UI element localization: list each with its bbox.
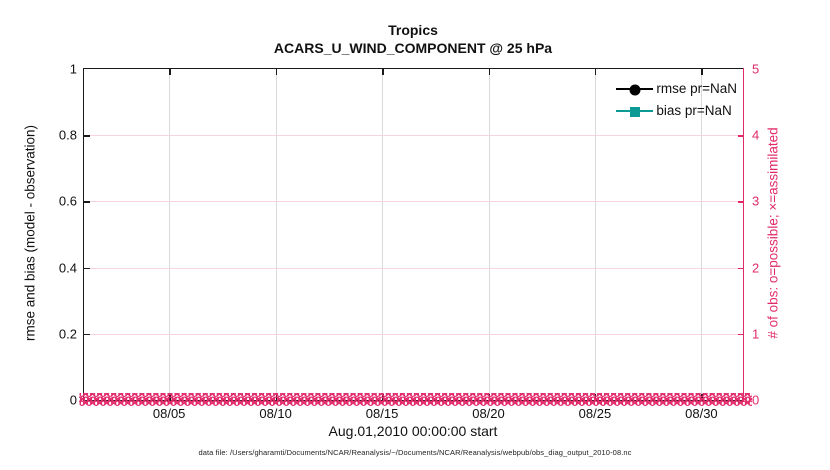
left-tick-label: 0.8: [58, 127, 77, 143]
right-tick-label: 4: [752, 127, 760, 143]
y-gridline: [84, 201, 744, 203]
legend-item: rmse pr=NaN: [616, 80, 737, 97]
y-tick-right: [738, 333, 744, 336]
right-tick-label: 5: [752, 61, 760, 77]
x-gridline: [488, 69, 490, 400]
x-axis-label: Aug.01,2010 00:00:00 start: [328, 423, 498, 439]
x-tick-label: 08/10: [259, 406, 292, 421]
right-tick-label: 0: [752, 392, 760, 408]
left-tick-label: 0.4: [58, 260, 77, 276]
y-tick-left: [84, 201, 90, 203]
right-axis-spine: [742, 67, 744, 402]
square-marker-icon: [629, 106, 640, 117]
left-tick-label: 0.6: [58, 193, 77, 209]
y-tick-right: [738, 267, 744, 270]
x-tick-label: 08/30: [685, 406, 718, 421]
x-gridline: [169, 69, 171, 400]
x-tick-top: [275, 69, 278, 75]
y-gridline: [84, 267, 744, 269]
x-gridline: [382, 69, 384, 400]
marker-band-row: o×o×o×o×o×o×o×o×o×o×o×o×o×o×o×o×o×o×o×o×…: [79, 393, 752, 405]
legend-line: [616, 106, 654, 117]
x-tick-bottom: [701, 394, 703, 400]
x-tick-label: 08/20: [472, 406, 505, 421]
x-tick-top: [594, 69, 597, 75]
x-tick-bottom: [594, 394, 597, 400]
circle-marker-icon: [629, 84, 641, 95]
right-tick-label: 1: [752, 326, 760, 342]
left-tick-label: 1: [69, 61, 77, 77]
left-axis-label: rmse and bias (model - observation): [22, 124, 38, 342]
y-tick-left: [84, 135, 90, 137]
data-file-caption: data file: /Users/gharamti/Documents/NCA…: [198, 448, 632, 457]
obs-count-marker-band: o×o×o×o×o×o×o×o×o×o×o×o×o×o×o×o×o×o×o×o×…: [79, 393, 752, 407]
chart-title: Tropics: [388, 22, 438, 38]
y-gridline: [84, 135, 744, 137]
x-gridline: [594, 69, 596, 400]
marker-band-row: o×o×o×o×o×o×o×o×o×o×o×o×o×o×o×o×o×o×o×o×…: [79, 393, 752, 400]
x-tick-bottom: [169, 394, 171, 400]
legend: rmse pr=NaN bias pr=NaN: [616, 80, 737, 119]
y-tick-left: [84, 267, 90, 270]
legend-line: [616, 84, 654, 95]
x-tick-top: [382, 69, 384, 75]
right-tick-label: 3: [752, 193, 760, 209]
left-tick-label: 0: [69, 392, 77, 408]
y-tick-right: [738, 201, 744, 203]
y-tick-right: [738, 135, 744, 137]
y-tick-left: [84, 333, 90, 336]
plot-area: 08/05 08/10 08/15 08/20 08/25 08/30 0 0.2 0.4 0.6…: [59, 62, 759, 422]
x-tick-label: 08/25: [578, 406, 612, 421]
x-tick-bottom: [382, 394, 384, 400]
x-tick-label: 08/15: [365, 406, 399, 421]
legend-item-label: rmse pr=NaN: [656, 81, 737, 96]
x-tick-label: 08/05: [152, 406, 186, 421]
right-tick-label: 2: [752, 260, 760, 276]
x-gridline: [275, 69, 277, 400]
x-tick-top: [701, 69, 703, 75]
left-tick-label: 0.2: [58, 326, 77, 342]
legend-item-label: bias pr=NaN: [656, 103, 732, 118]
x-tick-top: [169, 69, 171, 75]
x-tick-top: [488, 69, 490, 75]
chart-subtitle: ACARS_U_WIND_COMPONENT @ 25 hPa: [273, 40, 553, 56]
x-tick-bottom: [275, 394, 278, 400]
legend-item: bias pr=NaN: [616, 102, 737, 119]
x-tick-bottom: [488, 394, 490, 400]
right-axis-label: # of obs: o=possible; ×=assimilated: [765, 127, 781, 339]
x-gridline: [701, 69, 703, 400]
y-gridline: [84, 333, 744, 335]
